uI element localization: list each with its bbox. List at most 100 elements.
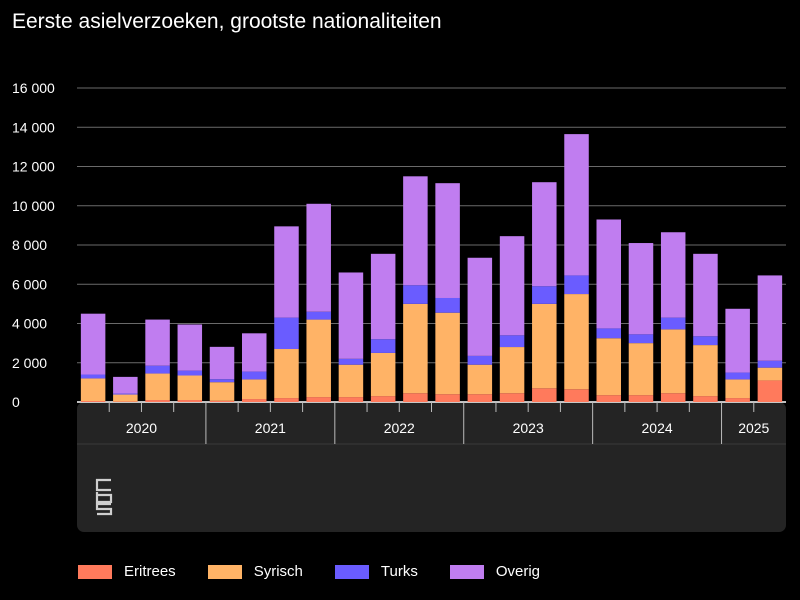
bar-overig: [80, 313, 106, 375]
bar-overig: [499, 236, 525, 336]
legend-item-overig: Overig: [449, 563, 541, 580]
bar-syrisch: [660, 329, 686, 394]
bar-eritrees: [757, 380, 783, 402]
legend-label-eritrees: Eritrees: [124, 563, 176, 580]
y-axis-tick-labels: 0 2 000 4 000 6 000 8 000 10 000 12 000 14 000 1…: [12, 80, 55, 410]
bar-syrisch: [725, 379, 750, 399]
bar-syrisch: [306, 319, 331, 398]
bar-overig: [660, 232, 686, 318]
bar-eritrees: [499, 393, 525, 402]
bar-eritrees: [532, 388, 557, 402]
bar-turks: [403, 285, 428, 304]
bar-eritrees: [596, 395, 621, 402]
bar-overig: [532, 182, 557, 287]
bar-overig: [274, 226, 299, 318]
y-tick-label: 0: [12, 394, 20, 410]
bar-turks: [757, 360, 783, 368]
y-tick-label: 12 000: [12, 159, 55, 175]
bar-overig: [370, 253, 396, 340]
y-tick-label: 6 000: [12, 276, 47, 292]
bar-turks: [435, 297, 460, 313]
legend-swatch-eritrees: [78, 564, 112, 579]
bar-syrisch: [177, 375, 203, 401]
bar-eritrees: [725, 398, 750, 402]
legend-label-turks: Turks: [380, 563, 418, 580]
bar-eritrees: [564, 389, 589, 402]
bar-eritrees: [693, 396, 718, 402]
legend-label-syrisch: Syrisch: [253, 563, 303, 580]
bar-turks: [499, 335, 525, 348]
y-tick-label: 10 000: [12, 198, 55, 214]
x-axis-year-labels: 2020 2021 2022 2023 2024 2025: [126, 420, 770, 436]
bar-eritrees: [370, 396, 396, 402]
bar-syrisch: [338, 364, 364, 398]
x-year-label: 2021: [255, 420, 286, 436]
bar-overig: [177, 324, 203, 371]
bar-overig: [209, 346, 235, 380]
y-tick-label: 16 000: [12, 80, 55, 96]
bar-overig: [306, 203, 331, 312]
bar-eritrees: [467, 394, 493, 402]
bar-turks: [467, 355, 493, 365]
bar-eritrees: [435, 394, 460, 402]
bar-turks: [306, 311, 331, 320]
bar-turks: [628, 334, 654, 344]
bar-turks: [725, 372, 750, 380]
bar-overig: [596, 219, 621, 329]
legend-item-syrisch: Syrisch: [207, 563, 303, 580]
bar-syrisch: [145, 373, 170, 401]
bar-overig: [242, 333, 267, 372]
bar-turks: [564, 275, 589, 295]
legend-swatch-syrisch: [207, 564, 242, 579]
bar-syrisch: [596, 338, 621, 396]
legend-label-overig: Overig: [495, 563, 541, 580]
bar-syrisch: [113, 394, 138, 402]
bar-overig: [145, 319, 170, 366]
bar-eritrees: [403, 393, 428, 402]
legend: Eritrees Syrisch Turks Overig: [78, 563, 572, 580]
x-year-label: 2024: [642, 420, 673, 436]
x-axis-panel: [77, 402, 786, 532]
bar-syrisch: [370, 352, 396, 397]
bar-eritrees: [209, 400, 235, 402]
y-tick-label: 14 000: [12, 119, 55, 135]
bar-overig: [467, 257, 493, 356]
bar-syrisch: [564, 294, 589, 390]
bar-turks: [274, 317, 299, 350]
legend-swatch-turks: [334, 564, 369, 579]
y-tick-label: 4 000: [12, 316, 47, 332]
bar-overig: [757, 275, 783, 361]
bar-syrisch: [693, 345, 718, 397]
bar-turks: [338, 358, 364, 365]
cbs-logo-icon: [95, 478, 113, 516]
bar-turks: [596, 328, 621, 339]
bar-syrisch: [499, 347, 525, 394]
y-tick-label: 2 000: [12, 355, 47, 371]
bar-turks: [177, 370, 203, 376]
x-year-label: 2022: [384, 420, 415, 436]
bar-syrisch: [80, 378, 106, 402]
bar-overig: [628, 243, 654, 335]
bar-eritrees: [145, 400, 170, 402]
bar-eritrees: [338, 397, 364, 402]
bar-syrisch: [209, 382, 235, 401]
bar-syrisch: [403, 303, 428, 394]
x-year-label: 2020: [126, 420, 157, 436]
bar-syrisch: [242, 379, 267, 400]
bar-syrisch: [435, 312, 460, 395]
legend-item-turks: Turks: [334, 563, 418, 580]
bar-turks: [693, 336, 718, 346]
bar-eritrees: [628, 395, 654, 402]
bar-overig: [338, 272, 364, 359]
bar-eritrees: [80, 401, 106, 402]
bar-turks: [80, 374, 106, 379]
x-year-label: 2023: [513, 420, 544, 436]
bar-overig: [435, 183, 460, 298]
bar-eritrees: [177, 400, 203, 402]
bar-turks: [242, 371, 267, 380]
legend-swatch-overig: [449, 564, 484, 579]
bar-eritrees: [242, 399, 267, 402]
y-tick-label: 8 000: [12, 237, 47, 253]
bar-overig: [113, 376, 138, 394]
